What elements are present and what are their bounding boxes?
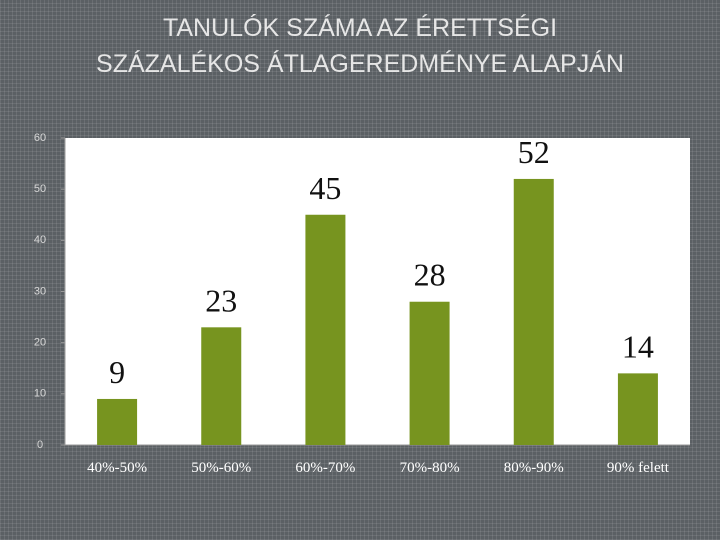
bar — [305, 214, 346, 445]
value-label: 52 — [518, 134, 550, 170]
y-tick-label: 0 — [37, 439, 43, 451]
y-tick-label: 50 — [34, 183, 46, 195]
bar — [201, 327, 242, 445]
x-tick-label: 70%-80% — [400, 460, 460, 476]
bar — [97, 398, 138, 445]
y-tick-label: 40 — [34, 234, 46, 246]
value-label: 23 — [205, 282, 237, 318]
x-tick-label: 50%-60% — [191, 460, 251, 476]
y-tick-label: 30 — [34, 285, 46, 297]
y-tick-label: 10 — [34, 388, 46, 400]
x-tick-label: 90% felett — [607, 460, 670, 476]
bar — [617, 373, 658, 445]
y-tick-label: 20 — [34, 337, 46, 349]
x-tick-label: 80%-90% — [504, 460, 564, 476]
bar — [409, 301, 450, 445]
y-tick-label: 60 — [34, 132, 46, 144]
x-tick-label: 60%-70% — [295, 460, 355, 476]
x-tick-label: 40%-50% — [87, 460, 147, 476]
value-label: 28 — [414, 257, 446, 293]
title-line: TANULÓK SZÁMA AZ ÉRETTSÉGI — [163, 13, 557, 42]
bar — [513, 178, 554, 445]
value-label: 9 — [109, 354, 125, 390]
plot-area — [65, 138, 690, 445]
value-label: 14 — [622, 328, 654, 364]
title-line: SZÁZALÉKOS ÁTLAGEREDMÉNYE ALAPJÁN — [96, 49, 624, 78]
value-label: 45 — [309, 170, 341, 206]
